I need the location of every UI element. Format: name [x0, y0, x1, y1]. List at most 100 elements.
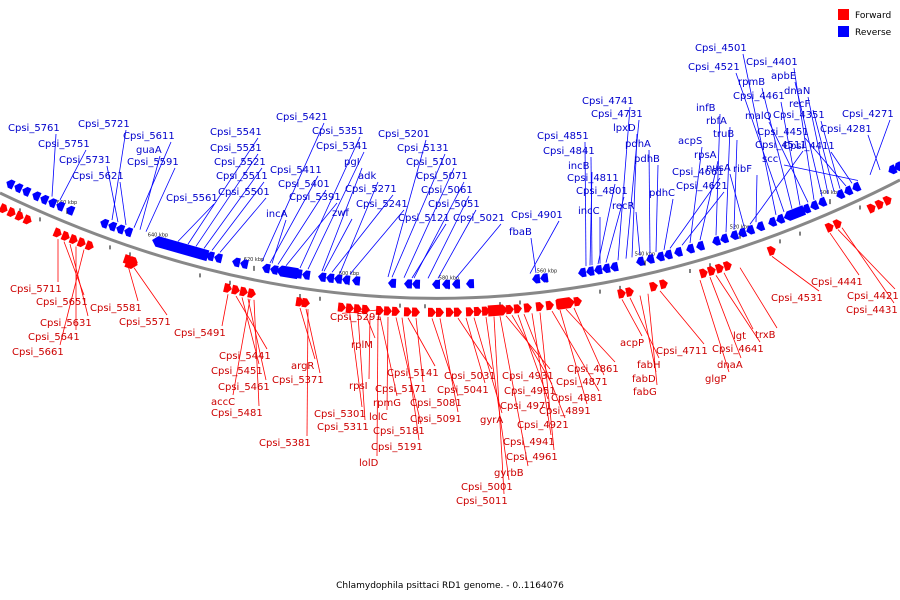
reverse-gene-arrow [152, 236, 210, 262]
gene-label: fabH [637, 360, 661, 371]
gene-callout [663, 198, 674, 250]
gene-label: Cpsi_4421 [847, 291, 899, 302]
forward-gene-arrow [487, 304, 508, 317]
forward-gene-arrow [766, 246, 776, 256]
gene-label: lpxD [613, 123, 636, 134]
gene-callout [395, 317, 422, 425]
gene-label: Cpsi_4861 [567, 364, 619, 375]
gene-callout [401, 317, 420, 441]
gene-callout [376, 316, 379, 457]
gene-label: Cpsi_5291 [330, 312, 382, 323]
gene-label: Cpsi_5731 [59, 155, 111, 166]
gene-callout [349, 209, 405, 275]
gene-callout [323, 218, 353, 272]
reverse-gene-arrow [56, 201, 66, 212]
gene-callout [829, 232, 860, 276]
gene-callout [306, 309, 309, 437]
gene-callout [307, 151, 365, 270]
gene-callout [631, 133, 638, 258]
gene-callout [253, 299, 260, 407]
reverse-gene-arrow [636, 256, 645, 267]
gene-label: incA [266, 209, 288, 220]
gene-label: Cpsi_5181 [373, 426, 425, 437]
gene-label: argR [291, 361, 314, 372]
gene-callout [415, 318, 424, 383]
gene-callout [820, 120, 841, 189]
gene-callout [530, 237, 537, 273]
gene-callout [235, 295, 268, 350]
reverse-gene-arrow [756, 221, 766, 232]
tick-label: 640 kbp [148, 232, 168, 238]
gene-label: guaA [136, 145, 162, 156]
reverse-gene-arrow [108, 221, 118, 232]
gene-callout [349, 314, 363, 408]
reverse-gene-arrow [578, 267, 587, 278]
gene-callouts [51, 53, 896, 495]
gene-label: fabG [633, 387, 657, 398]
tick-label: 600 kbp [339, 271, 359, 277]
gene-callout [573, 307, 605, 376]
gene-label: Cpsi_5241 [356, 199, 408, 210]
forward-gene-arrow [76, 237, 86, 248]
reverse-gene-arrow [214, 253, 223, 264]
gene-label: Cpsi_5401 [278, 179, 330, 190]
tick-marks: 660 kbp 640 kbp 620 kbp 600 kbp 580 kbp 560 k… [19, 190, 861, 309]
gene-callout [69, 243, 89, 317]
legend-forward-swatch [838, 9, 849, 20]
gene-callout [465, 317, 486, 384]
gene-callout [411, 223, 447, 279]
tick-label: 580 kbp [439, 275, 459, 281]
gene-label: pdhC [649, 188, 675, 199]
gene-label: Cpsi_5011 [456, 496, 508, 507]
gene-label: incC [578, 206, 600, 217]
gene-callout [749, 150, 804, 225]
gene-label: Cpsi_5021 [453, 213, 505, 224]
gene-label: Cpsi_5341 [316, 141, 368, 152]
gene-label: Cpsi_4531 [771, 293, 823, 304]
reverse-gene-arrow [342, 275, 351, 285]
reverse-gene-arrow [664, 249, 673, 260]
reverse-gene-arrow [318, 272, 327, 283]
gene-callout [830, 151, 853, 184]
reverse-gene-arrow [452, 279, 461, 289]
gene-label: dnaN [784, 86, 810, 97]
forward-gene-arrow [403, 307, 412, 317]
reverse-gene-arrow [852, 181, 862, 192]
gene-callout [339, 181, 379, 274]
forward-gene-arrow [535, 301, 544, 312]
gene-callout [247, 298, 267, 381]
gene-callout [768, 121, 809, 203]
gene-label: pdhB [634, 154, 660, 165]
gene-callout [431, 318, 459, 397]
gene-label: Cpsi_4841 [543, 146, 595, 157]
gene-label: lolD [359, 458, 379, 469]
gene-callout [783, 164, 859, 181]
gene-label: Cpsi_4661 [672, 167, 724, 178]
reverse-gene-arrow [100, 218, 110, 229]
gene-label: apbE [771, 71, 796, 82]
gene-label: Cpsi_4971 [500, 401, 552, 412]
gene-label: Cpsi_4401 [746, 57, 798, 68]
gene-callout [127, 265, 139, 302]
gene-callout [523, 314, 566, 419]
forward-gene-arrow [545, 300, 554, 311]
gene-label: Cpsi_4731 [591, 109, 643, 120]
reverse-gene-arrow [712, 235, 722, 246]
genome-caption: Chlamydophila psittaci RD1 genome. - 0..… [336, 581, 564, 591]
forward-gene-arrow [874, 199, 884, 210]
reverse-gene-arrow [432, 279, 441, 289]
gene-label: rpmB [738, 77, 765, 88]
gene-label: malQ [745, 111, 772, 122]
gene-callout [793, 67, 815, 200]
forward-gene-arrow [617, 288, 626, 299]
gene-label: Cpsi_5201 [378, 129, 430, 140]
reverse-gene-arrow [686, 243, 696, 254]
gene-label: lgt [733, 331, 746, 342]
gene-callout [841, 227, 895, 304]
gene-label: Cpsi_5141 [387, 368, 439, 379]
gene-label: Cpsi_5071 [416, 171, 468, 182]
reverse-gene-arrow [302, 270, 311, 280]
forward-gene-arrow [824, 222, 834, 233]
gene-label: Cpsi_4931 [502, 371, 554, 382]
gene-label: Cpsi_4461 [733, 91, 785, 102]
